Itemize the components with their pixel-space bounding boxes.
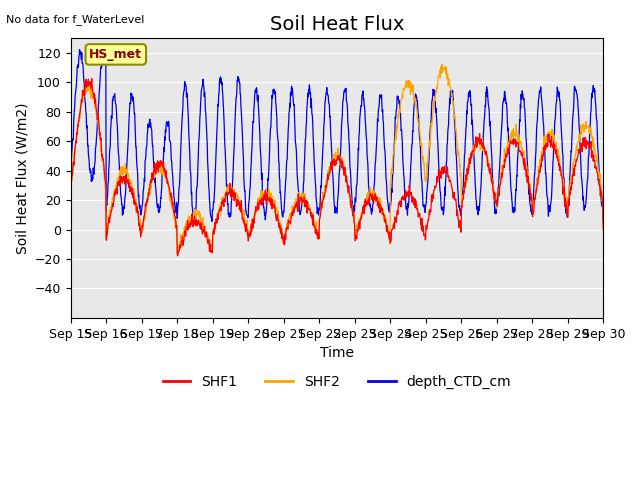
SHF1: [600, 227, 607, 232]
depth_CTD_cm: [173, 200, 180, 205]
Legend: SHF1, SHF2, depth_CTD_cm: SHF1, SHF2, depth_CTD_cm: [157, 370, 517, 395]
SHF1: [490, 191, 497, 197]
Text: HS_met: HS_met: [90, 48, 142, 61]
SHF2: [245, 234, 253, 240]
SHF2: [420, 162, 428, 168]
Line: SHF2: SHF2: [70, 64, 604, 253]
depth_CTD_cm: [67, 162, 74, 168]
depth_CTD_cm: [600, 219, 607, 225]
SHF2: [600, 227, 607, 232]
SHF2: [186, 213, 193, 219]
SHF2: [490, 190, 497, 196]
SHF2: [172, 218, 180, 224]
SHF1: [420, 231, 428, 237]
SHF2: [438, 61, 446, 67]
depth_CTD_cm: [100, 45, 108, 51]
SHF1: [173, 223, 180, 229]
SHF1: [186, 220, 194, 226]
SHF2: [537, 160, 545, 166]
SHF1: [67, 187, 74, 192]
Text: No data for f_WaterLevel: No data for f_WaterLevel: [6, 14, 145, 25]
SHF2: [173, 250, 181, 256]
Line: depth_CTD_cm: depth_CTD_cm: [70, 48, 604, 222]
SHF1: [537, 161, 545, 167]
SHF2: [67, 184, 74, 190]
X-axis label: Time: Time: [320, 346, 354, 360]
Title: Soil Heat Flux: Soil Heat Flux: [270, 15, 404, 34]
depth_CTD_cm: [420, 204, 428, 210]
depth_CTD_cm: [245, 198, 253, 204]
depth_CTD_cm: [536, 89, 544, 95]
depth_CTD_cm: [186, 144, 193, 150]
SHF1: [246, 232, 253, 238]
depth_CTD_cm: [490, 187, 497, 193]
Y-axis label: Soil Heat Flux (W/m2): Soil Heat Flux (W/m2): [15, 102, 29, 254]
SHF1: [88, 76, 95, 82]
SHF1: [174, 253, 182, 259]
Line: SHF1: SHF1: [70, 79, 604, 256]
